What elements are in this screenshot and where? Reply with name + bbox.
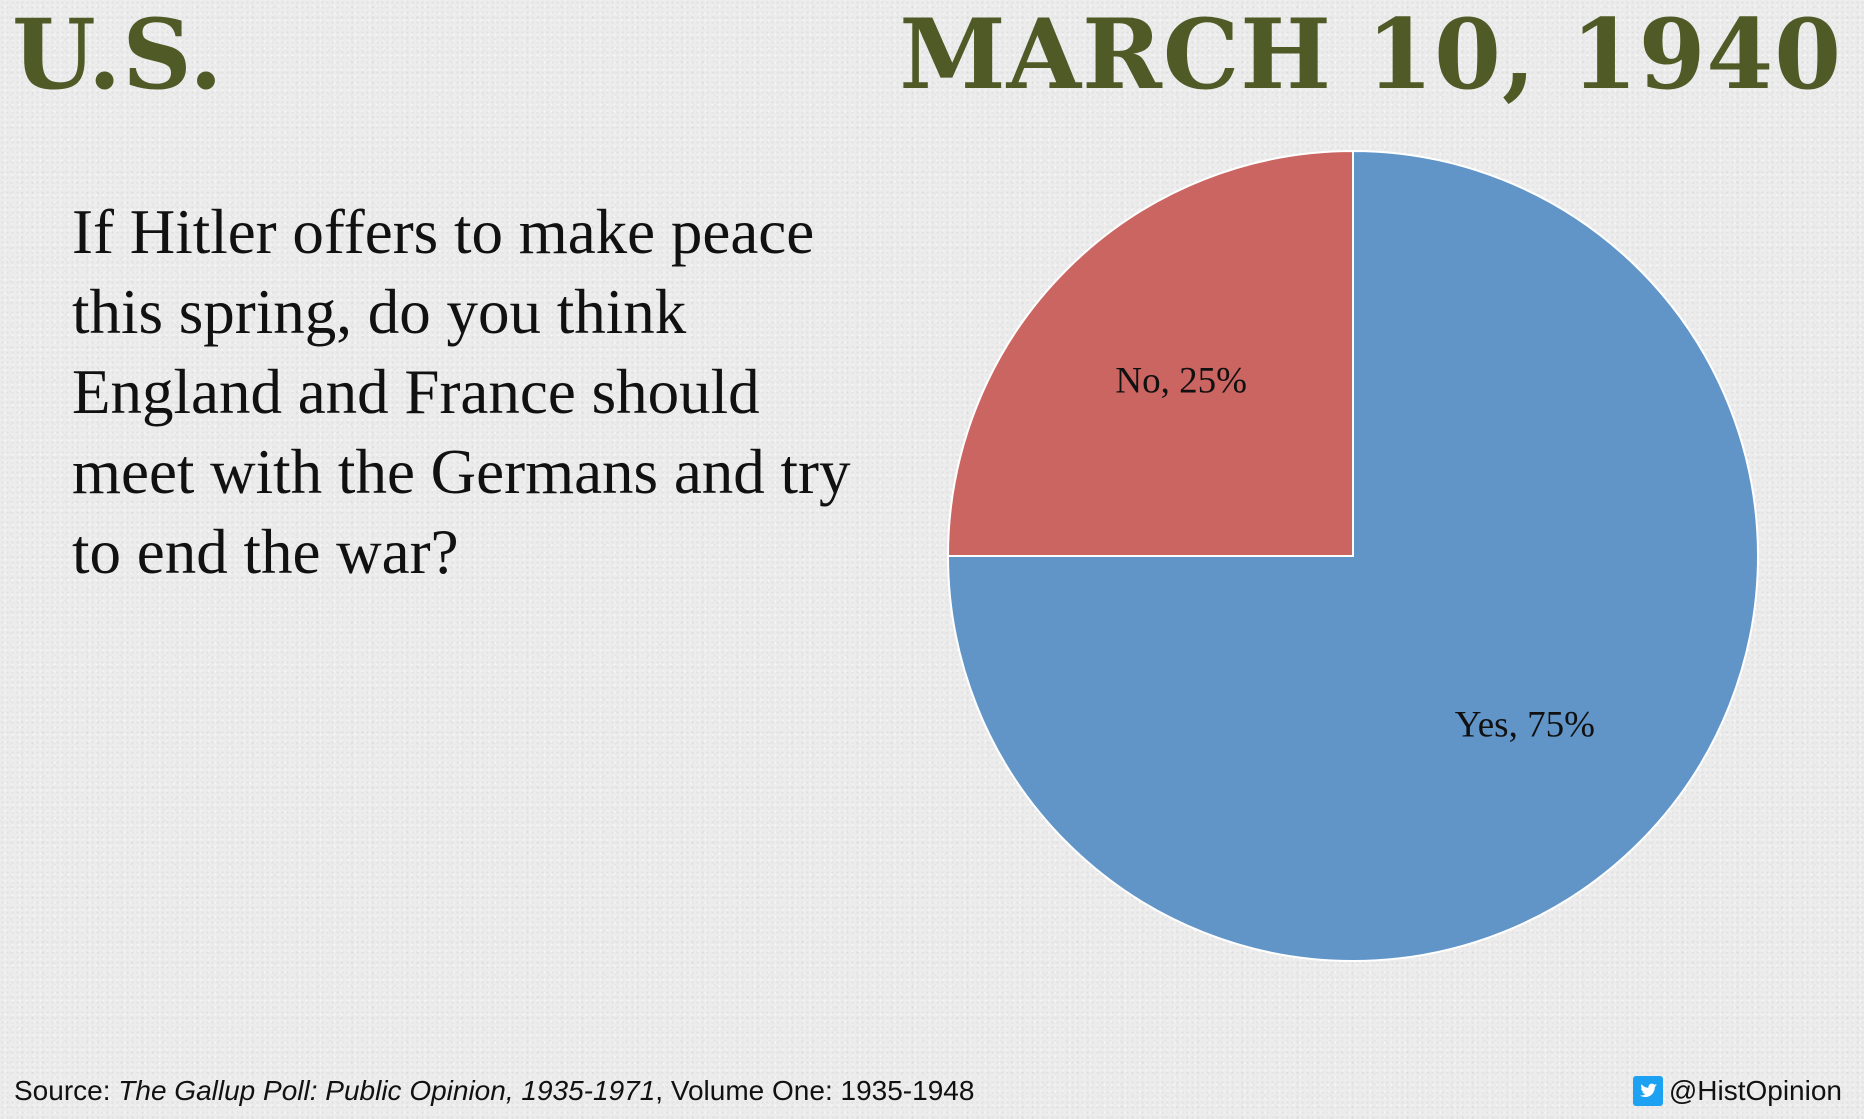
twitter-handle[interactable]: @HistOpinion	[1632, 1075, 1842, 1107]
header-date: MARCH 10, 1940	[899, 0, 1842, 111]
twitter-icon	[1632, 1076, 1663, 1106]
poll-question: If Hitler offers to make peace this spri…	[72, 197, 851, 587]
source-suffix: , Volume One: 1935-1948	[655, 1075, 975, 1106]
source-title: The Gallup Poll: Public Opinion, 1935-19…	[118, 1075, 656, 1106]
handle-text: @HistOpinion	[1668, 1075, 1842, 1106]
pie-slice-no	[946, 149, 1354, 557]
pie-label-no: No, 25%	[1115, 361, 1247, 402]
source-citation: Source: The Gallup Poll: Public Opinion,…	[14, 1075, 974, 1107]
pie-label-yes: Yes, 75%	[1455, 704, 1595, 745]
header-country: U.S.	[12, 0, 224, 111]
source-prefix: Source:	[14, 1075, 119, 1106]
